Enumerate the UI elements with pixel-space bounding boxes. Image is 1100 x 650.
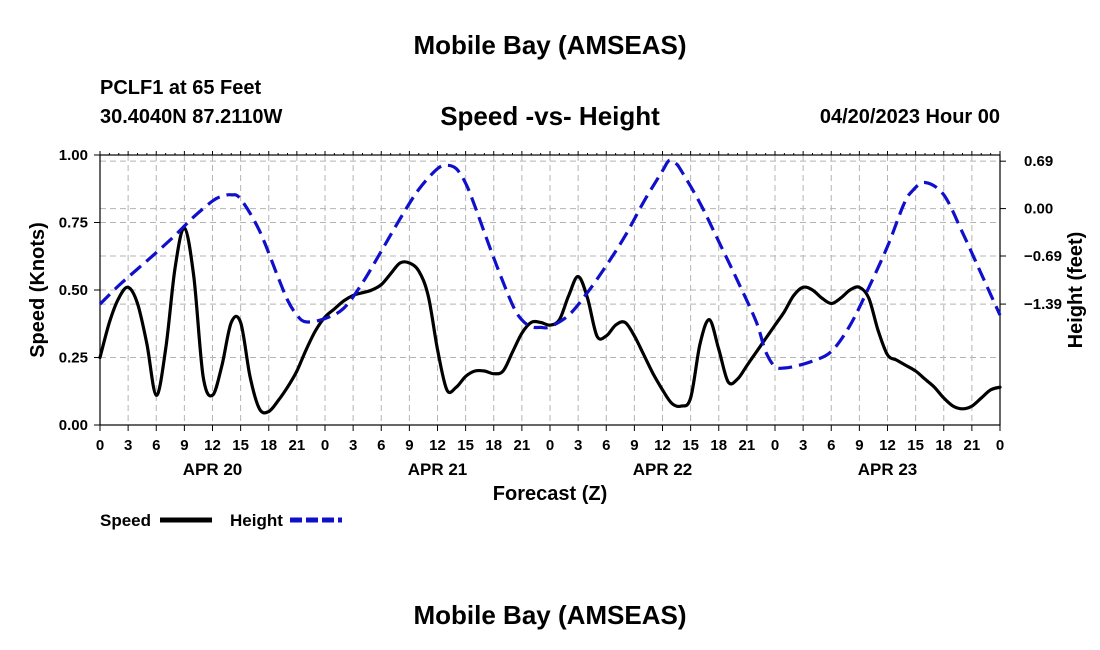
day-label: APR 22 [633, 460, 693, 479]
station-label: PCLF1 at 65 Feet [100, 77, 262, 99]
x-tick-label: 3 [799, 437, 807, 454]
x-tick-label: 18 [260, 437, 277, 454]
x-tick-label: 3 [124, 437, 132, 454]
footer-title: Mobile Bay (AMSEAS) [413, 600, 687, 630]
x-tick-label: 0 [771, 437, 779, 454]
series-speed-line [98, 226, 1002, 415]
x-tick-label: 6 [152, 437, 160, 454]
day-label: APR 23 [858, 460, 918, 479]
y-tick-label: 1.00 [59, 147, 88, 164]
x-tick-label: 21 [514, 437, 531, 454]
x-tick-label: 15 [682, 437, 699, 454]
x-tick-label: 9 [630, 437, 638, 454]
legend: Speed Height [100, 511, 342, 530]
x-tick-label: 9 [405, 437, 413, 454]
x-tick-label: 3 [574, 437, 582, 454]
axis-ticks: 0 3 6 9 12 15 18 21 0 3 6 9 12 15 18 21 0 3 6 9 12 15 18 21 0 3 6 9… [59, 147, 1062, 479]
x-tick-label: 21 [289, 437, 306, 454]
y-tick-label: 0.25 [59, 350, 88, 367]
x-tick-label: 15 [907, 437, 924, 454]
day-label: APR 21 [408, 460, 468, 479]
chart-title: Mobile Bay (AMSEAS) [413, 30, 687, 60]
forecast-datetime: 04/20/2023 Hour 00 [819, 106, 1000, 128]
y-axis-label: Speed (Knots) [27, 222, 49, 358]
x-tick-label: 6 [602, 437, 610, 454]
x-tick-label: 18 [935, 437, 952, 454]
x-tick-label: 9 [180, 437, 188, 454]
x-tick-label: 9 [855, 437, 863, 454]
series-group [98, 158, 1002, 415]
x-tick-label: 21 [739, 437, 756, 454]
x-tick-label: 15 [232, 437, 249, 454]
legend-height-label: Height [230, 511, 283, 530]
x-tick-label: 18 [710, 437, 727, 454]
x-tick-label: 12 [654, 437, 671, 454]
y2-tick-label: 0.69 [1024, 153, 1053, 170]
x-tick-label: 6 [827, 437, 835, 454]
y2-axis-label: Height (feet) [1065, 232, 1087, 349]
y-tick-label: 0.50 [59, 282, 88, 299]
y2-tick-label: −0.69 [1024, 248, 1062, 265]
x-tick-label: 6 [377, 437, 385, 454]
x-tick-label: 0 [996, 437, 1004, 454]
x-tick-label: 0 [321, 437, 329, 454]
x-tick-label: 0 [546, 437, 554, 454]
x-tick-label: 18 [485, 437, 502, 454]
y-tick-label: 0.00 [59, 417, 88, 434]
grid [100, 155, 1000, 425]
x-tick-label: 15 [457, 437, 474, 454]
y2-tick-label: 0.00 [1024, 201, 1053, 218]
x-tick-label: 12 [204, 437, 221, 454]
x-tick-label: 21 [964, 437, 981, 454]
x-tick-label: 12 [429, 437, 446, 454]
legend-speed-label: Speed [100, 511, 151, 530]
x-tick-label: 12 [879, 437, 896, 454]
station-coordinates: 30.4040N 87.2110W [100, 106, 283, 128]
y2-tick-label: −1.39 [1024, 296, 1062, 313]
y-tick-label: 0.75 [59, 215, 88, 232]
x-axis-label: Forecast (Z) [493, 483, 607, 505]
series-height-line [98, 158, 1002, 370]
x-tick-label: 0 [96, 437, 104, 454]
x-tick-label: 3 [349, 437, 357, 454]
chart-subtitle: Speed -vs- Height [440, 101, 660, 131]
day-label: APR 20 [183, 460, 243, 479]
